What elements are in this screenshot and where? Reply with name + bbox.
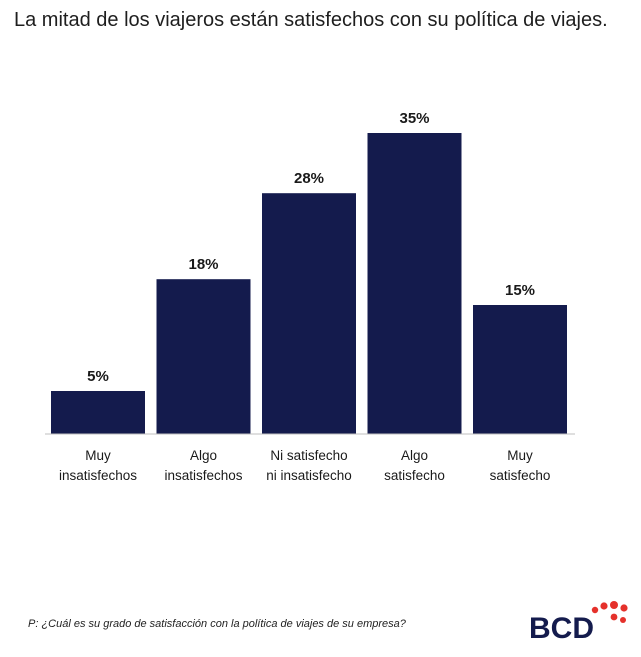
question-footnote: P: ¿Cuál es su grado de satisfacción con… [28, 618, 406, 630]
bars-group [51, 133, 567, 434]
bar-0 [51, 391, 145, 434]
category-label-3-0: Algo [401, 448, 428, 463]
value-label-0: 5% [87, 368, 109, 385]
labels-group: 5% Muy insatisfechos 18% Algo insatisfechos 28… [59, 110, 550, 483]
value-label-1: 18% [188, 256, 218, 273]
category-label-2-1: ni insatisfecho [266, 468, 352, 483]
category-label-2-0: Ni satisfecho [270, 448, 347, 463]
bcd-logo: BCD [529, 601, 628, 645]
category-label-0-1: insatisfechos [59, 468, 137, 483]
chart-title: La mitad de los viajeros están satisfech… [14, 9, 608, 31]
value-label-2: 28% [294, 170, 324, 187]
category-label-4-1: satisfecho [490, 468, 551, 483]
logo-text: BCD [529, 612, 594, 645]
bar-3 [367, 133, 462, 434]
category-label-3-1: satisfecho [384, 468, 445, 483]
category-label-4-0: Muy [507, 448, 533, 463]
value-label-3: 35% [399, 110, 429, 127]
category-label-1-1: insatisfechos [164, 468, 242, 483]
category-label-0-0: Muy [85, 448, 111, 463]
bar-chart: 5% Muy insatisfechos 18% Algo insatisfechos 28… [45, 110, 575, 483]
bar-2 [262, 193, 356, 434]
value-label-4: 15% [505, 282, 535, 299]
bar-1 [156, 279, 251, 434]
category-label-1-0: Algo [190, 448, 217, 463]
bar-4 [473, 305, 567, 434]
